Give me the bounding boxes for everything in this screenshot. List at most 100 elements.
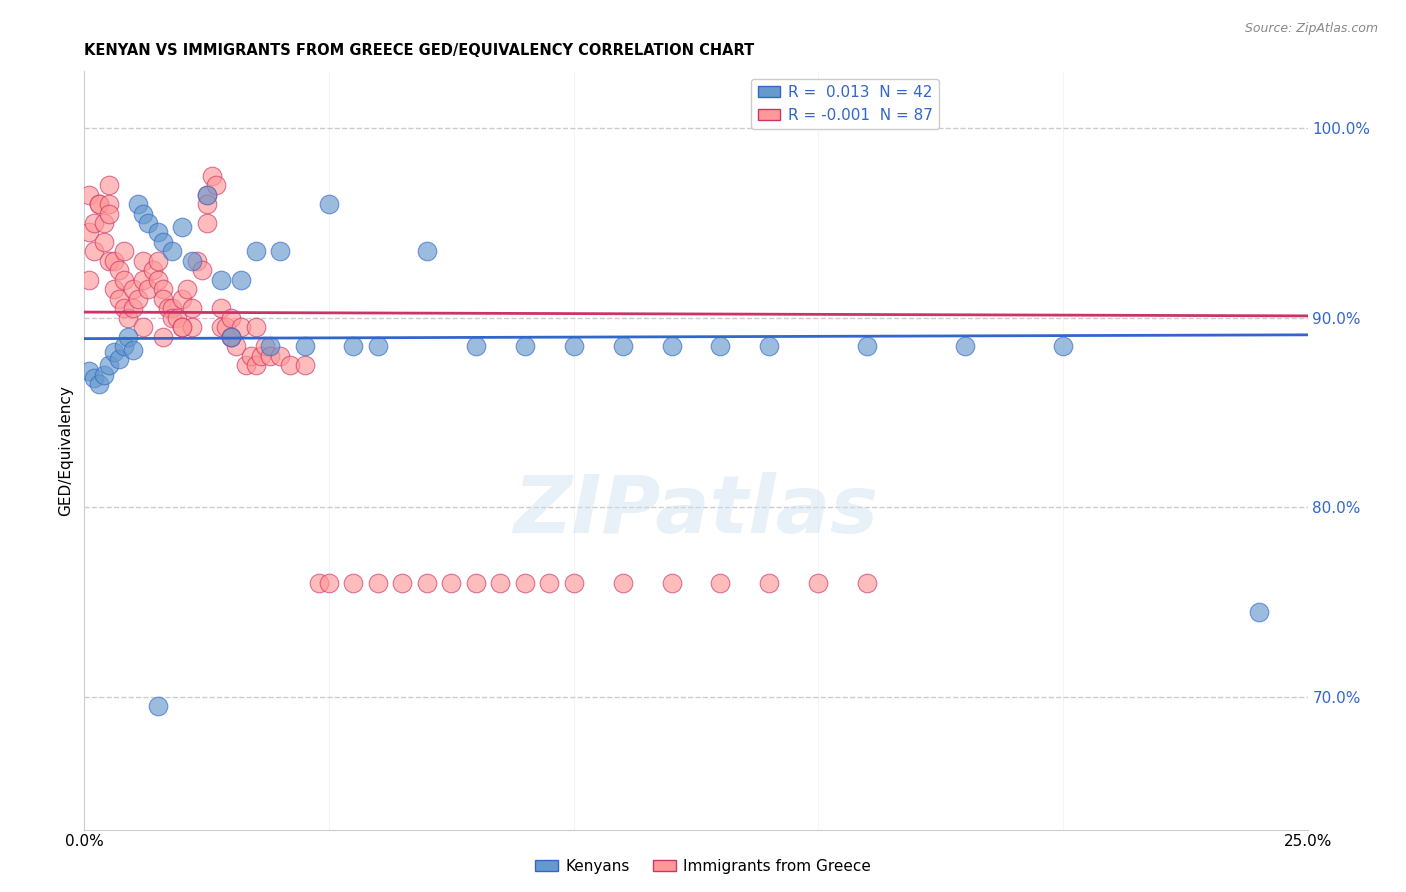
- Point: [127, 197, 149, 211]
- Point: [117, 329, 139, 343]
- Point: [219, 310, 242, 325]
- Point: [254, 339, 277, 353]
- Point: [562, 576, 585, 591]
- Point: [93, 216, 115, 230]
- Point: [209, 273, 232, 287]
- Point: [77, 364, 100, 378]
- Point: [489, 576, 512, 591]
- Point: [156, 301, 179, 316]
- Point: [162, 301, 184, 316]
- Point: [464, 339, 486, 353]
- Point: [856, 576, 879, 591]
- Text: ZIPatlas: ZIPatlas: [513, 472, 879, 550]
- Point: [612, 576, 634, 591]
- Point: [122, 301, 145, 316]
- Title: KENYAN VS IMMIGRANTS FROM GREECE GED/EQUIVALENCY CORRELATION CHART: KENYAN VS IMMIGRANTS FROM GREECE GED/EQU…: [84, 43, 755, 58]
- Point: [856, 339, 879, 353]
- Point: [758, 339, 780, 353]
- Point: [245, 320, 267, 334]
- Point: [259, 339, 281, 353]
- Point: [166, 310, 188, 325]
- Point: [294, 339, 316, 353]
- Point: [709, 576, 731, 591]
- Point: [83, 371, 105, 385]
- Point: [367, 339, 389, 353]
- Point: [215, 320, 238, 334]
- Point: [807, 576, 830, 591]
- Point: [122, 343, 145, 357]
- Point: [83, 216, 105, 230]
- Point: [209, 320, 232, 334]
- Point: [200, 169, 222, 183]
- Legend: R =  0.013  N = 42, R = -0.001  N = 87: R = 0.013 N = 42, R = -0.001 N = 87: [751, 79, 939, 128]
- Point: [239, 349, 262, 363]
- Point: [112, 301, 135, 316]
- Point: [758, 576, 780, 591]
- Point: [205, 178, 228, 192]
- Point: [513, 576, 536, 591]
- Point: [209, 301, 232, 316]
- Point: [391, 576, 413, 591]
- Point: [107, 292, 129, 306]
- Point: [132, 253, 155, 268]
- Point: [152, 329, 174, 343]
- Point: [97, 253, 120, 268]
- Point: [661, 576, 683, 591]
- Point: [181, 301, 204, 316]
- Point: [87, 197, 110, 211]
- Point: [146, 253, 169, 268]
- Point: [103, 253, 125, 268]
- Point: [117, 310, 139, 325]
- Point: [191, 263, 214, 277]
- Point: [249, 349, 271, 363]
- Point: [146, 273, 169, 287]
- Point: [661, 339, 683, 353]
- Point: [87, 377, 110, 392]
- Point: [235, 358, 257, 372]
- Point: [219, 329, 242, 343]
- Point: [612, 339, 634, 353]
- Y-axis label: GED/Equivalency: GED/Equivalency: [58, 385, 73, 516]
- Point: [77, 273, 100, 287]
- Point: [112, 273, 135, 287]
- Point: [219, 329, 242, 343]
- Point: [77, 226, 100, 240]
- Point: [259, 349, 281, 363]
- Point: [97, 178, 120, 192]
- Point: [318, 576, 340, 591]
- Point: [416, 244, 439, 259]
- Point: [152, 235, 174, 249]
- Point: [181, 253, 204, 268]
- Point: [953, 339, 976, 353]
- Point: [112, 339, 135, 353]
- Point: [152, 292, 174, 306]
- Point: [186, 253, 208, 268]
- Point: [146, 226, 169, 240]
- Point: [122, 282, 145, 296]
- Point: [93, 235, 115, 249]
- Point: [93, 368, 115, 382]
- Point: [107, 263, 129, 277]
- Point: [172, 320, 194, 334]
- Point: [146, 699, 169, 714]
- Point: [172, 219, 194, 234]
- Point: [1247, 605, 1270, 619]
- Point: [342, 339, 364, 353]
- Point: [132, 273, 155, 287]
- Point: [464, 576, 486, 591]
- Point: [176, 282, 198, 296]
- Point: [97, 197, 120, 211]
- Point: [77, 187, 100, 202]
- Point: [225, 339, 247, 353]
- Point: [195, 187, 218, 202]
- Point: [269, 349, 291, 363]
- Point: [107, 352, 129, 367]
- Point: [1052, 339, 1074, 353]
- Point: [112, 244, 135, 259]
- Point: [97, 358, 120, 372]
- Point: [367, 576, 389, 591]
- Point: [136, 216, 159, 230]
- Point: [245, 244, 267, 259]
- Point: [83, 244, 105, 259]
- Point: [513, 339, 536, 353]
